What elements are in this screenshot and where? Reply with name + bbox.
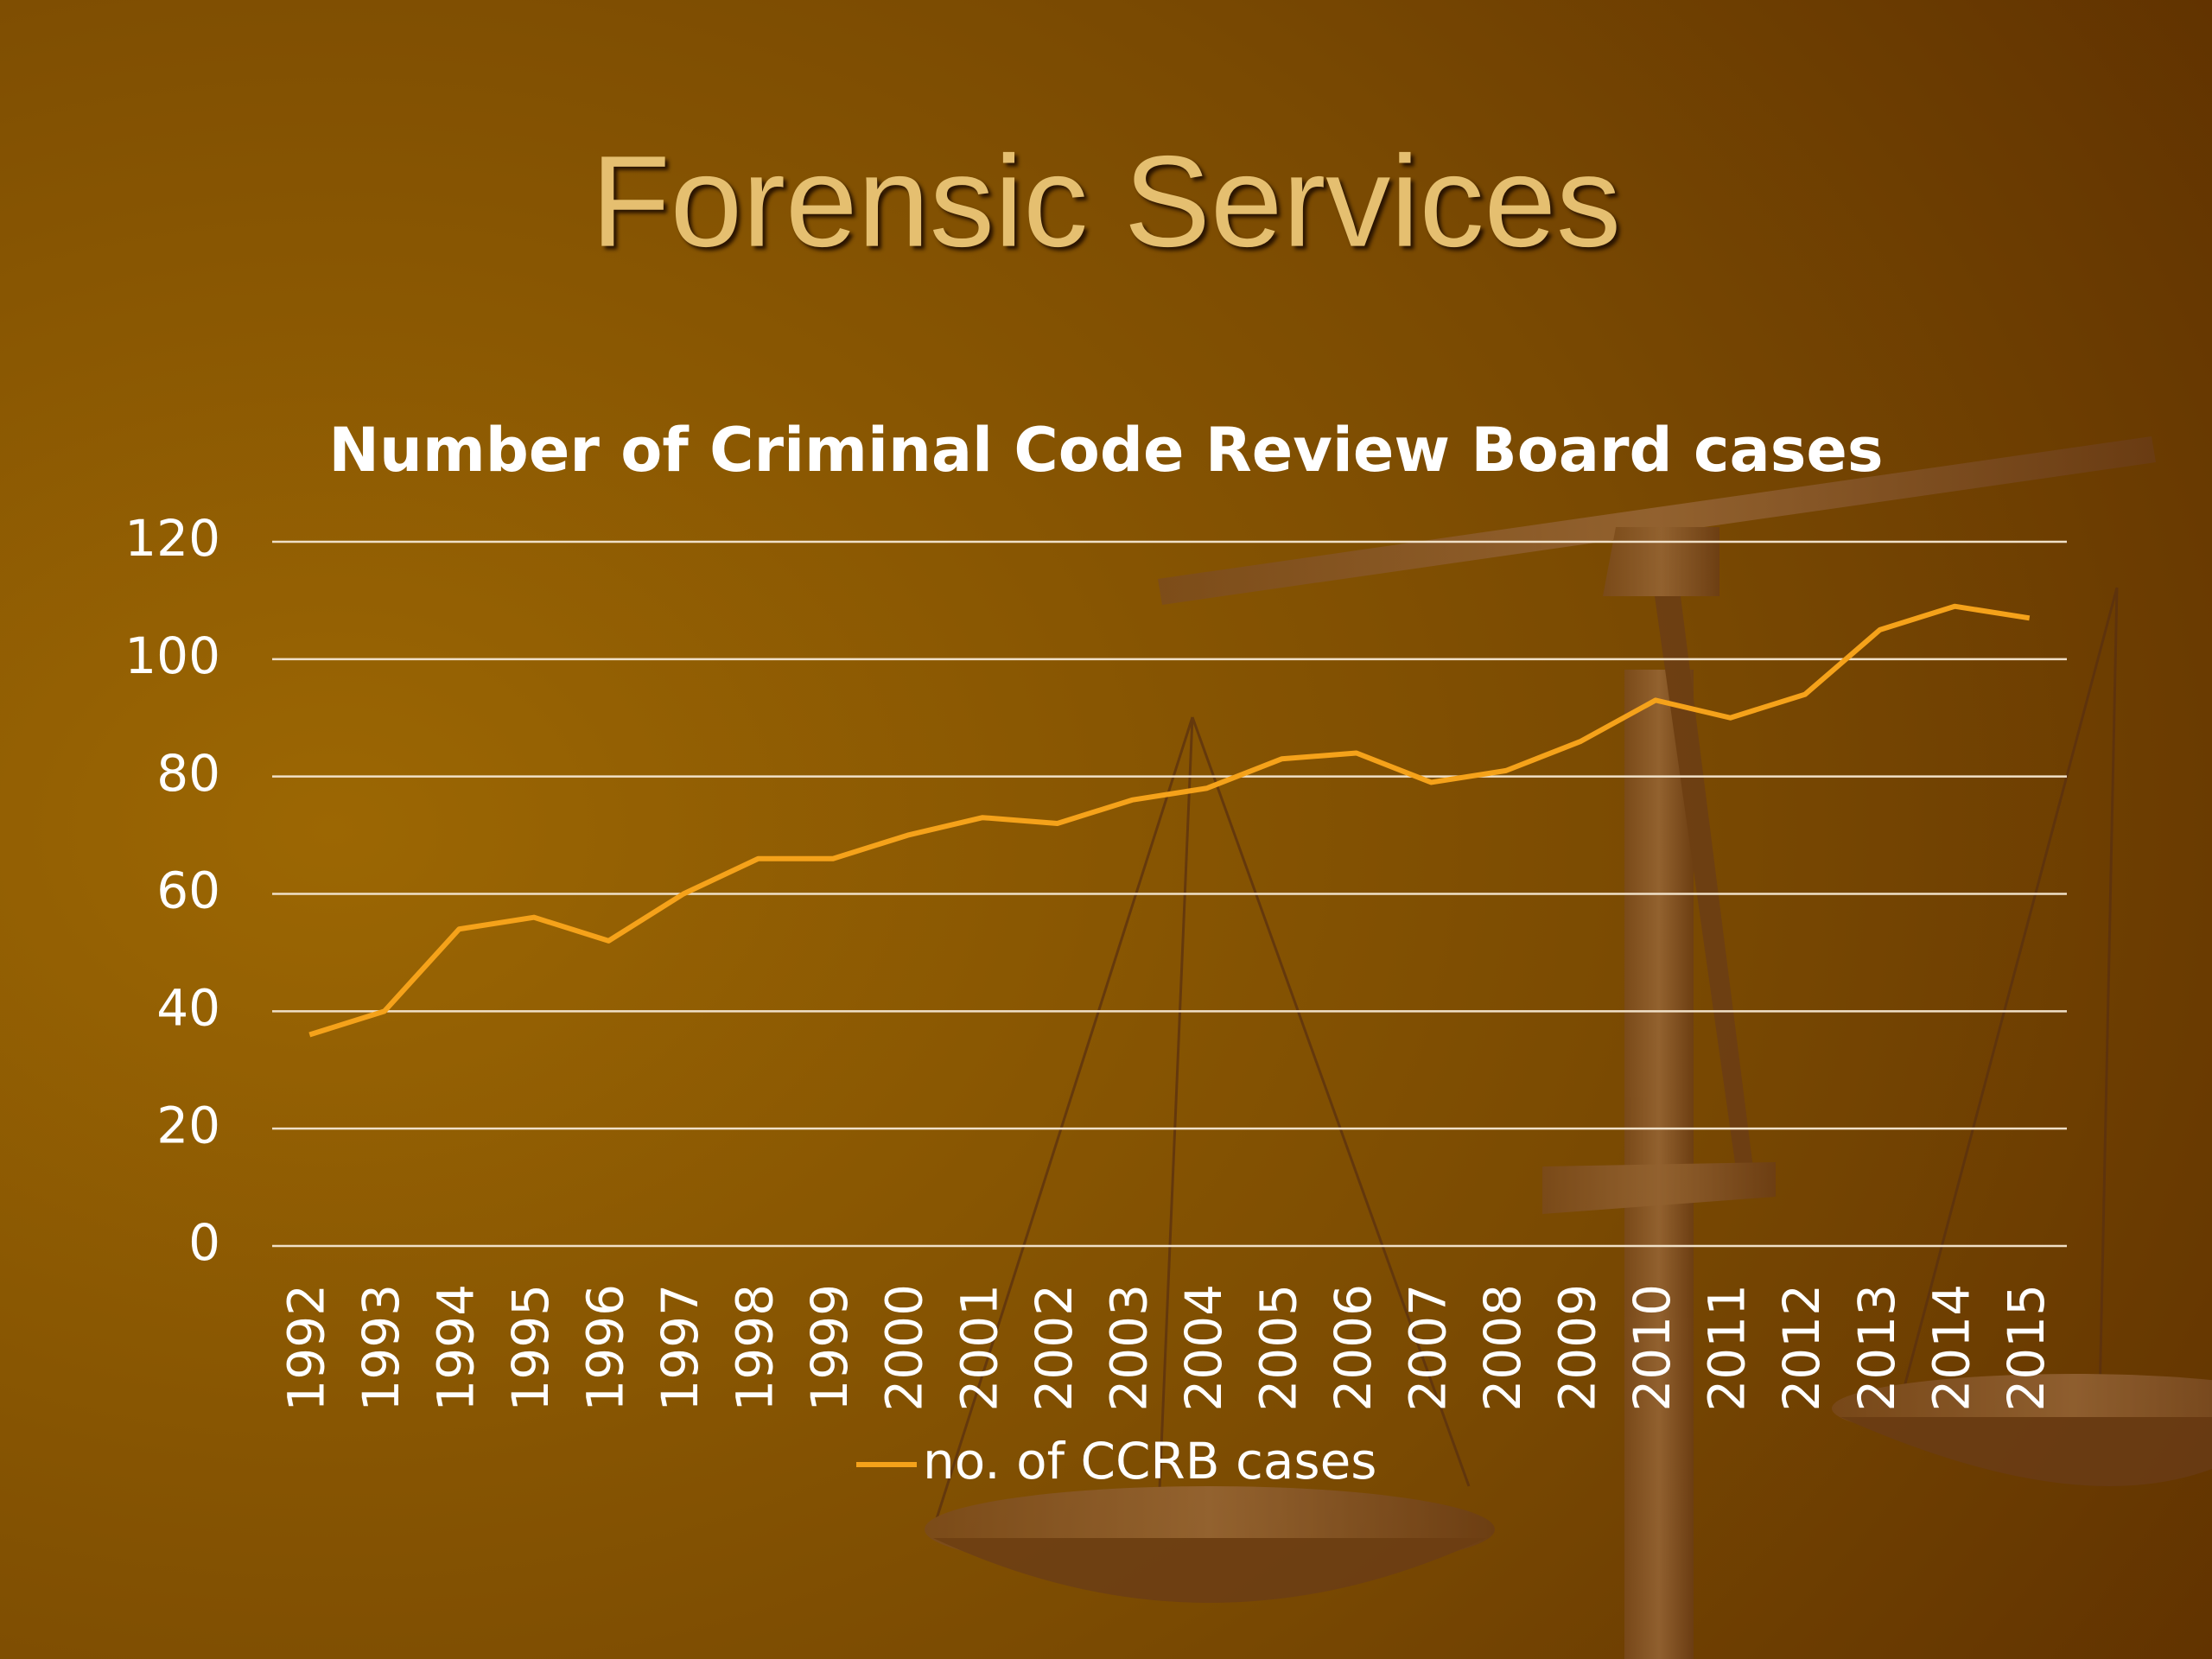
x-tick-label: 2011 <box>1698 1284 1757 1412</box>
x-tick-label: 2010 <box>1623 1284 1681 1412</box>
x-tick-label: 1998 <box>726 1284 785 1412</box>
x-tick-label: 2005 <box>1249 1284 1307 1412</box>
y-tick-label: 60 <box>156 861 220 920</box>
x-tick-label: 2009 <box>1548 1284 1607 1412</box>
y-tick-label: 40 <box>156 978 220 1037</box>
x-tick-label: 2001 <box>950 1284 1008 1412</box>
slide-title: Forensic Services <box>591 129 1621 274</box>
y-tick-label: 120 <box>124 509 220 568</box>
x-tick-label: 1994 <box>426 1284 485 1412</box>
x-tick-label: 2002 <box>1025 1284 1084 1412</box>
x-tick-label: 2012 <box>1772 1284 1831 1412</box>
chart-title: Number of Criminal Code Review Board cas… <box>328 415 1883 486</box>
y-tick-label: 80 <box>156 744 220 803</box>
x-tick-label: 2004 <box>1174 1284 1233 1412</box>
legend-label: no. of CCRB cases <box>923 1432 1377 1491</box>
x-tick-label: 2000 <box>875 1284 934 1412</box>
x-tick-label: 2008 <box>1473 1284 1532 1412</box>
y-tick-label: 100 <box>124 626 220 685</box>
y-tick-label: 20 <box>156 1096 220 1154</box>
x-tick-label: 2015 <box>1997 1284 2056 1412</box>
x-tick-label: 2003 <box>1099 1284 1158 1412</box>
x-tick-label: 1993 <box>352 1284 410 1412</box>
x-tick-label: 2006 <box>1324 1284 1382 1412</box>
x-tick-label: 1992 <box>276 1284 335 1412</box>
x-tick-label: 1999 <box>800 1284 859 1412</box>
scales-decoration <box>925 436 2212 1659</box>
x-tick-label: 2014 <box>1922 1284 1980 1412</box>
x-tick-label: 1995 <box>501 1284 560 1412</box>
x-tick-label: 2007 <box>1399 1284 1458 1412</box>
x-tick-label: 2013 <box>1847 1284 1906 1412</box>
x-tick-label: 1997 <box>651 1284 709 1412</box>
x-tick-label: 1996 <box>576 1284 635 1412</box>
data-line <box>308 603 2031 1038</box>
y-tick-label: 0 <box>188 1213 220 1272</box>
